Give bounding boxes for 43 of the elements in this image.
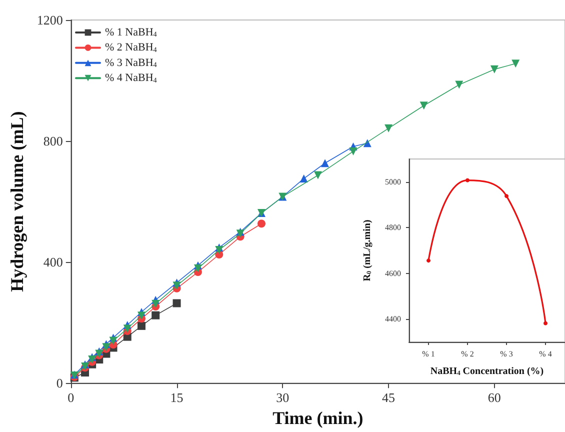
- point: [384, 124, 393, 132]
- point: [426, 258, 430, 263]
- point: [109, 336, 118, 345]
- point: [137, 322, 146, 330]
- y-tick-label: 4800: [385, 223, 401, 232]
- y-tick-label: 4400: [385, 314, 401, 324]
- point: [194, 264, 202, 272]
- point: [504, 194, 508, 198]
- point: [314, 171, 322, 180]
- point: [172, 282, 181, 290]
- x-tick-label: % 2: [461, 350, 474, 358]
- point: [321, 159, 330, 168]
- x-axis-title: Time (min.): [272, 408, 364, 428]
- x-tick-label: % 1: [422, 350, 435, 358]
- point: [257, 220, 266, 228]
- y-tick-label: 800: [43, 134, 63, 149]
- y-tick-label: 400: [43, 254, 63, 270]
- x-tick-label: 0: [68, 390, 74, 406]
- x-tick-label: % 3: [500, 350, 513, 358]
- y-tick-label: 4600: [385, 268, 401, 278]
- point: [172, 299, 181, 308]
- point: [152, 300, 160, 308]
- point: [152, 311, 160, 320]
- point: [349, 147, 358, 156]
- point: [300, 174, 308, 183]
- point: [123, 324, 132, 333]
- x-tick-label: 45: [382, 390, 396, 406]
- y-tick-label: 1200: [36, 12, 63, 28]
- x-tick-label: % 4: [539, 350, 552, 358]
- point: [512, 60, 520, 68]
- y-axis-title: Hydrogen volume (mL): [7, 111, 27, 292]
- x-tick-label: 60: [488, 390, 501, 406]
- y-tick-label: 0: [56, 376, 63, 391]
- x-tick-label: 15: [170, 390, 184, 406]
- point: [466, 178, 470, 182]
- point: [455, 80, 464, 89]
- x-tick-label: 30: [276, 390, 290, 406]
- point: [544, 321, 548, 326]
- point: [137, 312, 146, 320]
- y-tick-label: 5000: [385, 177, 401, 186]
- point: [490, 65, 498, 74]
- point: [88, 356, 96, 364]
- point: [420, 102, 428, 110]
